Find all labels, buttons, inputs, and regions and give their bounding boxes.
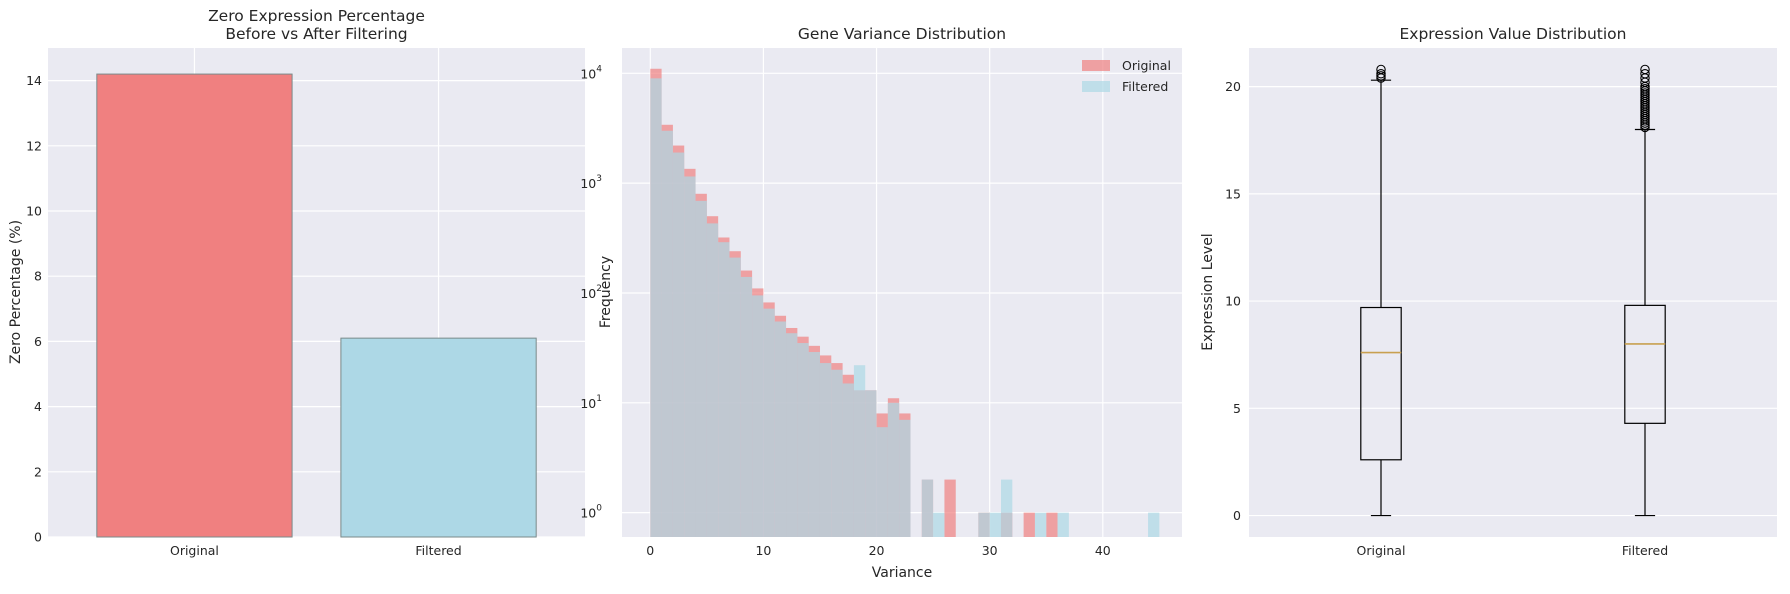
y-tick-label: 4	[34, 399, 42, 414]
hist-bar-filtered	[763, 308, 775, 537]
hist-bar-filtered	[1148, 512, 1160, 537]
hist-bar-filtered	[718, 242, 730, 537]
bar-filtered	[340, 337, 537, 538]
x-tick-label: Filtered	[1622, 543, 1668, 558]
plot-area-bg	[1249, 48, 1777, 537]
outlier-point	[1640, 68, 1650, 79]
y-axis-label: Zero Percentage (%)	[8, 220, 24, 364]
hist-bar-filtered	[1034, 512, 1047, 537]
chart-title-line1: Zero Expression Percentage	[208, 7, 425, 25]
hist-bar-filtered	[865, 390, 877, 537]
hist-bar-filtered	[887, 402, 900, 537]
x-axis-label: Variance	[872, 565, 932, 581]
x-tick-label: Original	[1357, 543, 1406, 558]
hist-bar-filtered	[774, 321, 787, 537]
x-tick-label: Filtered	[415, 543, 461, 558]
hist-bar-filtered	[989, 512, 1001, 537]
hist-bar-filtered	[672, 152, 685, 538]
y-tick-label: 100	[580, 504, 602, 521]
legend-label-original: Original	[1122, 58, 1171, 73]
y-tick-label: 103	[580, 174, 602, 191]
hist-bar-filtered	[661, 130, 673, 537]
y-tick-label: 104	[580, 64, 602, 81]
hist-bar-filtered	[921, 479, 934, 537]
hist-bar-filtered	[786, 333, 798, 537]
hist-bar-filtered	[695, 200, 707, 537]
y-tick-label: 20	[1225, 79, 1241, 94]
x-tick-label: 0	[646, 543, 654, 558]
bar-original	[96, 73, 293, 538]
box-filtered	[1624, 304, 1666, 424]
legend-label-filtered: Filtered	[1122, 79, 1168, 94]
hist-bar-original	[944, 479, 956, 537]
y-tick-label: 15	[1225, 186, 1241, 201]
hist-bar-original	[1023, 512, 1035, 537]
hist-bar-filtered	[752, 295, 764, 537]
legend-swatch-filtered	[1082, 81, 1110, 92]
x-tick-label: 10	[755, 543, 771, 558]
hist-bar-filtered	[842, 383, 854, 537]
hist-bar-original	[1046, 512, 1058, 537]
hist-bar-filtered	[899, 419, 911, 537]
y-tick-label: 5	[1233, 401, 1241, 416]
hist-bar-filtered	[876, 427, 888, 537]
y-axis-label: Frequency	[598, 256, 614, 328]
hist-bar-filtered	[819, 363, 832, 537]
x-tick-label: 20	[869, 543, 885, 558]
outlier-point	[1640, 64, 1650, 75]
y-tick-label: 8	[34, 269, 42, 284]
y-tick-label: 2	[34, 464, 42, 479]
hist-bar-filtered	[684, 176, 696, 537]
chart-title: Gene Variance Distribution	[798, 25, 1006, 43]
hist-bar-filtered	[978, 512, 990, 537]
hist-bar-filtered	[831, 369, 843, 537]
y-tick-label: 0	[1233, 508, 1241, 523]
hist-bar-filtered	[853, 365, 866, 537]
zero-expression-panel: 0 2 4 6 8 10 12 14 Original Filtered Zero Express…	[8, 7, 585, 558]
hist-bar-filtered	[706, 223, 719, 537]
y-tick-label: 0	[34, 530, 42, 545]
hist-bar-filtered	[729, 257, 741, 537]
x-tick-label: Original	[170, 543, 219, 558]
y-tick-label: 12	[26, 138, 42, 153]
y-axis-label: Expression Level	[1200, 233, 1216, 350]
hist-bar-filtered	[1057, 512, 1069, 537]
box-original	[1360, 306, 1402, 461]
hist-bar-filtered	[808, 352, 820, 537]
x-tick-label: 30	[982, 543, 998, 558]
chart-title: Expression Value Distribution	[1400, 25, 1627, 43]
hist-bar-filtered	[740, 276, 753, 537]
hist-bar-filtered	[797, 343, 809, 537]
hist-bar-filtered	[933, 512, 945, 537]
y-tick-label: 10	[1225, 294, 1241, 309]
hist-bar-filtered	[1000, 479, 1013, 537]
legend: Original Filtered	[1082, 58, 1171, 94]
y-tick-label: 101	[580, 394, 602, 411]
legend-swatch-original	[1082, 60, 1110, 71]
chart-title-line2: Before vs After Filtering	[225, 25, 407, 43]
y-tick-label: 10	[26, 204, 42, 219]
x-tick-label: 40	[1095, 543, 1111, 558]
outlier-point	[1376, 68, 1386, 79]
y-tick-label: 6	[34, 334, 42, 349]
outlier-point	[1376, 64, 1386, 75]
hist-bar-filtered	[650, 78, 662, 538]
expression-boxplot-panel: 0 5 10 15 20 Original Filtered Expression Valu…	[1200, 25, 1777, 558]
y-tick-label: 14	[26, 73, 42, 88]
